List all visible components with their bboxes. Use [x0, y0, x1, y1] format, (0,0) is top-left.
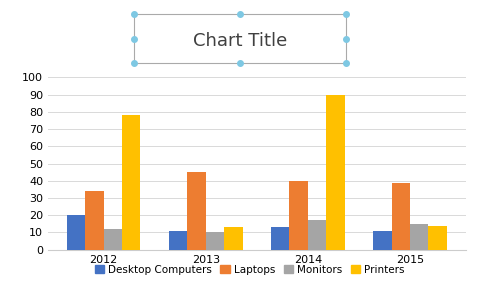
Legend: Desktop Computers, Laptops, Monitors, Printers: Desktop Computers, Laptops, Monitors, Pr…: [90, 261, 409, 279]
Bar: [373, 231, 392, 250]
Bar: [169, 231, 187, 250]
Bar: [122, 115, 141, 250]
Bar: [289, 181, 308, 250]
Bar: [410, 224, 428, 250]
Bar: [392, 183, 410, 250]
Bar: [224, 227, 242, 250]
Bar: [271, 227, 289, 250]
Bar: [206, 232, 224, 250]
Bar: [308, 220, 326, 250]
Bar: [67, 215, 85, 250]
Bar: [104, 229, 122, 250]
Text: Chart Title: Chart Title: [193, 32, 287, 50]
Bar: [187, 172, 206, 250]
Bar: [326, 95, 345, 250]
Bar: [428, 226, 446, 250]
Bar: [85, 191, 104, 250]
